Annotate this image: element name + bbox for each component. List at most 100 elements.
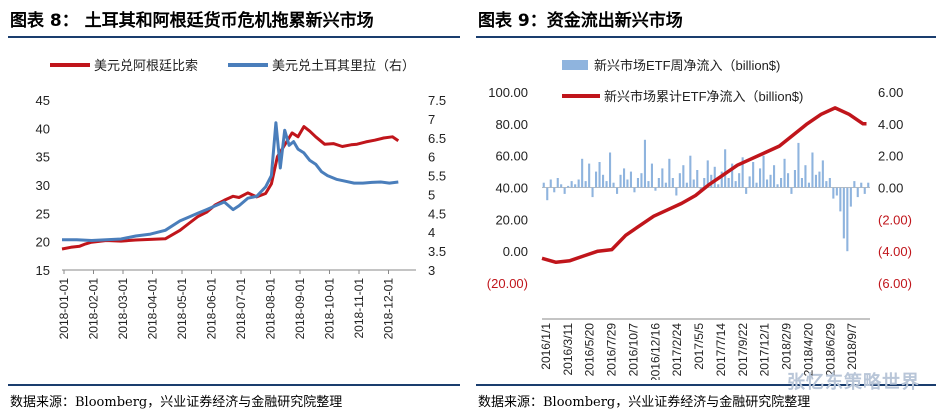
legend-label-bars: 新兴市场ETF周净流入（billion$): [594, 58, 780, 73]
y-right-tick-label: (2.00): [878, 212, 912, 227]
x-tick-label: 2017/7/14: [714, 323, 728, 377]
left-title-rule: [8, 36, 460, 38]
x-tick-label: 2016/3/11: [561, 323, 575, 376]
y-right-tick-label: 5: [428, 187, 435, 202]
bar: [828, 178, 831, 188]
bar: [650, 163, 653, 188]
bar: [609, 152, 612, 188]
bar: [623, 168, 626, 188]
y-left-tick-label: 80.00: [495, 117, 528, 132]
left-chart-title: 图表 8： 土耳其和阿根廷货币危机拖累新兴市场: [10, 11, 374, 31]
y-right-tick-label: 7.5: [428, 93, 446, 108]
x-tick-label: 2018-08-01: [264, 278, 278, 340]
left-footer-rule: [8, 384, 460, 386]
bar: [581, 158, 584, 188]
x-tick-label: 2018-10-01: [323, 278, 337, 340]
bar: [595, 171, 598, 188]
bar: [668, 158, 671, 188]
bar: [766, 179, 769, 188]
bar: [574, 184, 577, 188]
y-left-tick-label: 45: [36, 93, 50, 108]
y-right-tick-label: (4.00): [878, 244, 912, 259]
y-right-tick-label: (6.00): [878, 276, 912, 291]
bar: [745, 187, 748, 194]
bar: [636, 178, 639, 188]
x-tick-label: 2018-07-01: [234, 278, 248, 340]
bar: [640, 173, 643, 188]
legend-label-1: 美元兑阿根廷比索: [94, 58, 198, 73]
bar: [598, 162, 601, 188]
y-right-tick-label: 7: [428, 112, 435, 127]
y-right-tick-label: 6.5: [428, 131, 446, 146]
bar: [553, 187, 556, 193]
bar: [724, 149, 727, 188]
bar: [678, 173, 681, 188]
y-right-tick-label: 3: [428, 263, 435, 278]
bar: [752, 162, 755, 188]
y-left-tick-label: 100.00: [488, 85, 528, 100]
bar: [633, 187, 636, 193]
x-tick-label: 2018/2/9: [780, 323, 794, 370]
bar: [703, 178, 706, 188]
bar: [720, 171, 723, 188]
bar: [542, 182, 545, 188]
bar: [776, 184, 779, 188]
y-right-tick-label: 6: [428, 150, 435, 165]
y-left-tick-label: 40: [36, 121, 50, 136]
y-left-tick-label: 20: [36, 235, 50, 250]
y-right-tick-label: 4.00: [878, 117, 903, 132]
legend-label-2: 美元兑土耳其里拉（右）: [272, 58, 415, 73]
bar: [738, 173, 741, 188]
bar: [863, 187, 866, 194]
y-right-tick-label: 4.5: [428, 206, 446, 221]
bar: [821, 160, 824, 188]
bar: [797, 142, 800, 188]
x-tick-label: 2018/4/20: [801, 323, 815, 377]
y-left-tick-label: 60.00: [495, 149, 528, 164]
bar: [664, 182, 667, 188]
x-tick-label: 2018/9/7: [845, 323, 859, 370]
x-tick-label: 2017/2/24: [670, 323, 684, 377]
series-line-1: [61, 125, 400, 251]
left-source-note: 数据来源：Bloomberg，兴业证券经济与金融研究院整理: [10, 395, 343, 410]
bar: [689, 155, 692, 188]
x-tick-label: 2018-06-01: [205, 278, 219, 340]
bar: [584, 181, 587, 188]
bar: [685, 182, 688, 188]
y-right-tick-label: 2.00: [878, 149, 903, 164]
y-right-tick-label: 5.5: [428, 169, 446, 184]
bar: [560, 184, 563, 188]
bar: [588, 163, 591, 188]
bar: [567, 185, 570, 188]
bar: [671, 178, 674, 188]
bar: [717, 184, 720, 188]
y-left-tick-label: 40.00: [495, 181, 528, 196]
bar: [787, 173, 790, 188]
bar: [696, 170, 699, 188]
bar: [731, 163, 734, 188]
legend-swatch-bars: [562, 60, 588, 70]
x-tick-label: 2018-02-01: [87, 278, 101, 340]
right-title-rule: [476, 36, 936, 38]
x-tick-label: 2017/9/22: [736, 323, 750, 377]
left-chart: 美元兑阿根廷比索 美元兑土耳其里拉（右） 15 20 25 30 35 40 45 3 3.5 4 4.…: [36, 58, 447, 340]
bar: [800, 178, 803, 188]
cumulative-line: [541, 106, 867, 265]
x-tick-label: 2018-12-01: [382, 278, 396, 340]
bar: [811, 152, 814, 188]
x-tick-label: 2016/1/1: [539, 323, 553, 370]
right-chart: 新兴市场ETF周净流入（billion$) 新兴市场累计ETF净流入（billio…: [487, 58, 912, 380]
bar: [692, 179, 695, 188]
y-right-tick-label: 6.00: [878, 85, 903, 100]
bar: [605, 181, 608, 188]
bar: [790, 187, 793, 194]
bar: [814, 174, 817, 188]
y-left-tick-label: 30: [36, 178, 50, 193]
bar: [727, 178, 730, 188]
bar: [619, 174, 622, 188]
bar: [773, 165, 776, 188]
x-tick-label: 2018-04-01: [146, 278, 160, 340]
bar: [835, 187, 838, 196]
x-tick-label: 2016/7/29: [605, 323, 619, 377]
x-tick-label: 2018-01-01: [57, 278, 71, 340]
